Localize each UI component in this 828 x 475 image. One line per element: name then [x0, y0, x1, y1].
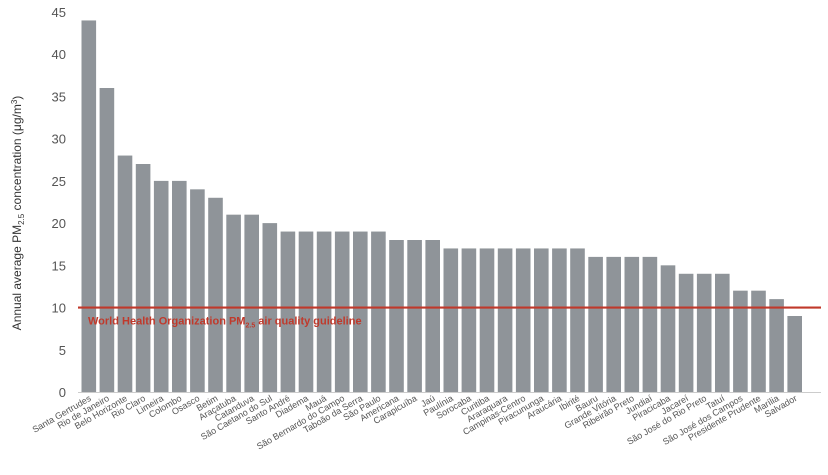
bar	[135, 164, 151, 392]
bars	[81, 20, 802, 392]
bar	[715, 273, 730, 392]
bar	[733, 290, 748, 392]
bar	[371, 231, 386, 392]
y-tick-label: 5	[59, 343, 66, 358]
bar	[353, 231, 368, 392]
bar	[570, 248, 585, 392]
who-guideline-label: World Health Organization PM2.5 air qual…	[88, 316, 362, 330]
y-tick-label: 30	[52, 132, 66, 147]
bar	[624, 256, 640, 392]
y-tick-label: 40	[52, 47, 66, 62]
bar	[461, 248, 477, 392]
bar	[244, 214, 259, 392]
bar	[660, 265, 676, 392]
bar	[172, 180, 187, 392]
bar	[334, 231, 350, 392]
bar	[226, 214, 241, 392]
bar	[316, 231, 332, 392]
bar	[534, 248, 549, 392]
bar	[425, 240, 440, 392]
bar	[389, 240, 404, 392]
bar	[769, 299, 784, 392]
y-axis-ticks: 0 5 10 15 20 25 30 35 40 45	[52, 5, 66, 400]
y-tick-label: 0	[59, 385, 66, 400]
y-tick-label: 20	[52, 216, 66, 231]
bar	[696, 273, 712, 392]
y-tick-label: 15	[52, 258, 66, 273]
bar	[588, 256, 603, 392]
y-tick-label: 10	[52, 301, 66, 316]
bar	[81, 20, 97, 392]
bar	[443, 248, 459, 392]
bar	[407, 240, 422, 392]
bar	[497, 248, 513, 392]
bar	[606, 256, 621, 392]
bar	[208, 197, 223, 392]
bar	[751, 290, 766, 392]
bar	[298, 231, 314, 392]
bar	[642, 256, 658, 392]
bar	[117, 155, 133, 392]
bar	[190, 189, 205, 392]
bar	[787, 316, 802, 392]
y-tick-label: 35	[52, 89, 66, 104]
bar	[515, 248, 531, 392]
bar	[552, 248, 567, 392]
bar	[280, 231, 296, 392]
bar	[678, 273, 694, 392]
bar	[479, 248, 495, 392]
y-tick-label: 45	[52, 5, 66, 20]
bar	[153, 180, 169, 392]
y-axis-label: Annual average PM2.5 concentration (μg/m…	[10, 96, 26, 331]
bar	[99, 88, 115, 392]
y-tick-label: 25	[52, 174, 66, 189]
